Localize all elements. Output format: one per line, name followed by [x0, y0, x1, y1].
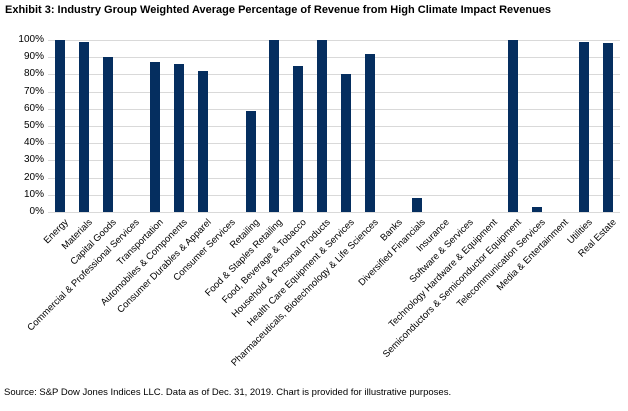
bar: [150, 62, 161, 212]
gridline: [48, 143, 620, 145]
gridline: [48, 74, 620, 76]
bar: [78, 41, 89, 212]
gridline: [48, 177, 620, 179]
bar: [174, 64, 185, 212]
bar: [507, 40, 518, 212]
gridline: [48, 40, 620, 41]
bar: [245, 110, 256, 212]
y-axis-tick-label: 30%: [23, 154, 44, 166]
bar: [102, 57, 113, 212]
bar: [269, 40, 280, 212]
y-axis-tick-label: 0%: [29, 206, 44, 217]
y-axis-tick-label: 40%: [23, 137, 44, 149]
bar: [531, 206, 542, 212]
y-axis-tick-label: 70%: [23, 85, 44, 97]
bar: [54, 40, 65, 212]
bar: [412, 198, 423, 212]
gridline: [48, 57, 620, 59]
y-axis-tick-label: 90%: [23, 51, 44, 63]
bar: [197, 70, 208, 212]
bar: [364, 53, 375, 212]
y-axis-tick-label: 10%: [23, 188, 44, 200]
y-axis-tick-label: 20%: [23, 171, 44, 183]
y-axis-tick-label: 60%: [23, 102, 44, 114]
gridline: [48, 194, 620, 196]
bar: [293, 65, 304, 212]
y-axis-tick-label: 50%: [23, 120, 44, 131]
gridline: [48, 126, 620, 127]
gridline: [48, 212, 620, 213]
gridline: [48, 160, 620, 162]
y-axis-tick-label: 80%: [23, 68, 44, 80]
bar: [579, 41, 590, 212]
y-axis-tick-label: 100%: [18, 34, 44, 45]
gridline: [48, 108, 620, 110]
source-note: Source: S&P Dow Jones Indices LLC. Data …: [4, 387, 452, 398]
bar: [317, 40, 328, 212]
chart-title: Exhibit 3: Industry Group Weighted Avera…: [5, 4, 552, 16]
bar: [340, 74, 351, 212]
bar: [603, 43, 614, 212]
gridline: [48, 91, 620, 93]
